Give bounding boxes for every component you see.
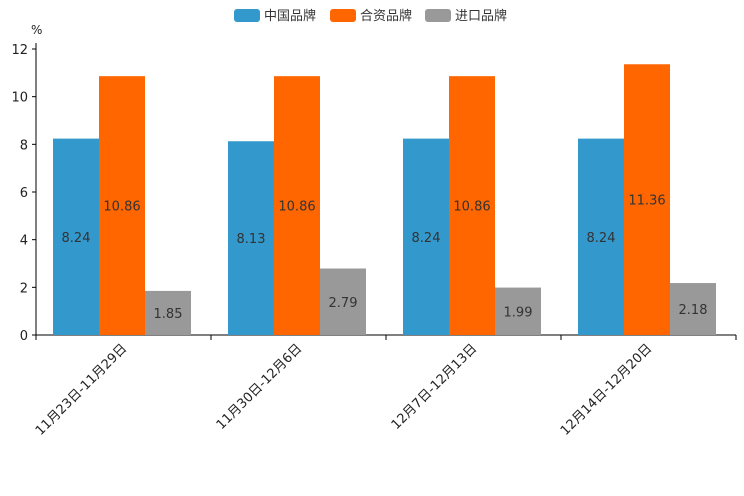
data-label-1-3: 11.36 — [628, 194, 665, 209]
bars — [53, 64, 716, 336]
legend-swatch-2[interactable] — [425, 9, 451, 22]
x-axis: 11月23日-11月29日 11月30日-12月6日 12月7日-12月13日 12月… — [33, 334, 737, 439]
data-label-1-1: 10.86 — [278, 200, 315, 215]
bar-1-2[interactable] — [449, 76, 495, 336]
legend: 中国品牌 合资品牌 进口品牌 — [234, 8, 507, 24]
bar-2-2[interactable] — [495, 287, 541, 335]
bar-2-0[interactable] — [145, 290, 191, 335]
x-category-label: 11月23日-11月29日 — [33, 341, 130, 438]
data-label-0-1: 8.13 — [237, 232, 266, 247]
data-label-0-0: 8.24 — [62, 231, 91, 246]
y-tick-label: 0 — [20, 329, 28, 344]
y-tick-label: 6 — [20, 186, 28, 201]
data-labels: 8.24 10.86 1.85 8.13 10.86 2.79 8.24 10.86 1.99 8… — [62, 194, 708, 322]
data-label-2-1: 2.79 — [329, 296, 358, 311]
y-tick-label: 8 — [20, 138, 28, 153]
bar-2-3[interactable] — [670, 283, 716, 335]
x-category-label: 11月30日-12月6日 — [214, 341, 306, 433]
legend-label-2[interactable]: 进口品牌 — [455, 8, 507, 24]
data-label-0-3: 8.24 — [587, 231, 616, 246]
bar-0-2[interactable] — [403, 138, 449, 335]
data-label-2-0: 1.85 — [154, 307, 183, 322]
x-category-label: 12月14日-12月20日 — [558, 341, 655, 438]
bar-1-0[interactable] — [99, 76, 145, 336]
legend-label-0[interactable]: 中国品牌 — [264, 8, 316, 24]
data-label-1-0: 10.86 — [103, 200, 140, 215]
bar-0-0[interactable] — [53, 138, 99, 335]
bar-1-3[interactable] — [624, 64, 670, 336]
data-label-1-2: 10.86 — [453, 200, 490, 215]
x-category-label: 12月7日-12月13日 — [389, 341, 481, 433]
y-tick-label: 12 — [11, 43, 28, 58]
bar-0-3[interactable] — [578, 138, 624, 335]
legend-label-1[interactable]: 合资品牌 — [360, 8, 412, 24]
data-label-2-2: 1.99 — [504, 305, 533, 320]
bar-1-1[interactable] — [274, 76, 320, 336]
y-axis-unit-label: % — [31, 23, 42, 37]
y-tick-label: 2 — [20, 281, 28, 296]
legend-swatch-0[interactable] — [234, 9, 260, 22]
bar-2-1[interactable] — [320, 268, 366, 335]
y-tick-label: 10 — [11, 91, 28, 106]
y-tick-label: 4 — [20, 234, 28, 249]
y-axis: 0 2 4 6 8 10 12% — [11, 23, 42, 344]
data-label-0-2: 8.24 — [412, 231, 441, 246]
data-label-2-3: 2.18 — [679, 303, 708, 318]
bar-0-1[interactable] — [228, 141, 274, 335]
legend-swatch-1[interactable] — [330, 9, 356, 22]
